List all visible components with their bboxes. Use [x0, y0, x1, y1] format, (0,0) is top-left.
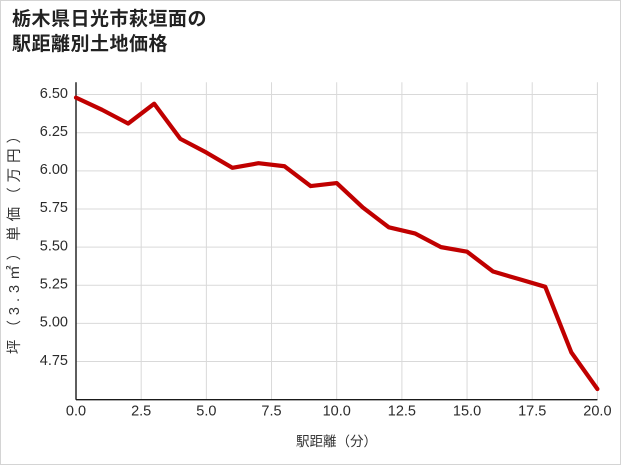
- svg-text:15.0: 15.0: [453, 404, 481, 420]
- svg-text:6.50: 6.50: [40, 86, 68, 102]
- svg-text:20.0: 20.0: [583, 404, 611, 420]
- svg-text:7.5: 7.5: [261, 404, 281, 420]
- svg-text:5.50: 5.50: [40, 238, 68, 254]
- svg-text:17.5: 17.5: [518, 404, 546, 420]
- svg-text:4.75: 4.75: [40, 353, 68, 369]
- svg-text:12.5: 12.5: [388, 404, 416, 420]
- svg-text:6.00: 6.00: [40, 162, 68, 178]
- svg-text:6.25: 6.25: [40, 124, 68, 140]
- svg-text:5.0: 5.0: [196, 404, 216, 420]
- svg-text:10.0: 10.0: [323, 404, 351, 420]
- svg-text:5.25: 5.25: [40, 276, 68, 292]
- svg-text:0.0: 0.0: [66, 404, 86, 420]
- svg-text:5.00: 5.00: [40, 315, 68, 331]
- svg-text:5.75: 5.75: [40, 200, 68, 216]
- svg-text:2.5: 2.5: [131, 404, 151, 420]
